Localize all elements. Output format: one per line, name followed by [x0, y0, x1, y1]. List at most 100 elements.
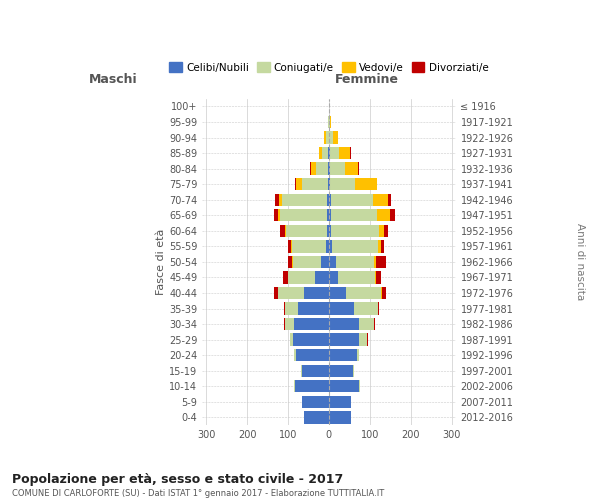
Bar — [330, 116, 331, 128]
Bar — [295, 178, 296, 190]
Text: Femmine: Femmine — [335, 72, 399, 86]
Bar — [293, 256, 320, 268]
Bar — [288, 271, 314, 283]
Bar — [345, 162, 358, 175]
Y-axis label: Fasce di età: Fasce di età — [156, 228, 166, 295]
Bar — [381, 287, 382, 299]
Bar — [329, 209, 331, 222]
Bar — [329, 194, 331, 206]
Bar — [382, 287, 386, 299]
Bar — [373, 194, 388, 206]
Bar — [359, 318, 374, 330]
Bar — [381, 240, 385, 252]
Bar — [274, 209, 278, 222]
Bar — [291, 240, 292, 252]
Bar — [284, 318, 285, 330]
Bar — [285, 224, 286, 237]
Bar — [367, 334, 368, 346]
Bar — [296, 349, 329, 362]
Bar — [304, 411, 329, 424]
Bar — [331, 224, 379, 237]
Bar — [329, 132, 333, 144]
Bar — [320, 256, 329, 268]
Bar — [338, 271, 376, 283]
Bar — [296, 178, 302, 190]
Text: COMUNE DI CARLOFORTE (SU) - Dati ISTAT 1° gennaio 2017 - Elaborazione TUTTITALIA: COMUNE DI CARLOFORTE (SU) - Dati ISTAT 1… — [12, 489, 384, 498]
Bar — [285, 302, 298, 315]
Bar — [302, 396, 329, 408]
Bar — [328, 147, 329, 160]
Bar — [355, 178, 377, 190]
Bar — [278, 209, 280, 222]
Bar — [329, 411, 352, 424]
Bar — [358, 162, 359, 175]
Bar — [359, 334, 367, 346]
Bar — [376, 271, 381, 283]
Bar — [329, 349, 358, 362]
Bar — [280, 209, 327, 222]
Bar — [301, 364, 302, 377]
Bar — [379, 224, 384, 237]
Bar — [278, 287, 304, 299]
Bar — [292, 240, 326, 252]
Bar — [329, 271, 338, 283]
Bar — [358, 349, 359, 362]
Bar — [322, 147, 328, 160]
Bar — [384, 224, 388, 237]
Bar — [326, 240, 329, 252]
Bar — [328, 116, 329, 128]
Bar — [316, 162, 328, 175]
Bar — [278, 194, 282, 206]
Bar — [302, 364, 329, 377]
Bar — [329, 147, 338, 160]
Bar — [325, 132, 326, 144]
Bar — [293, 334, 329, 346]
Bar — [275, 194, 278, 206]
Bar — [298, 302, 329, 315]
Text: Popolazione per età, sesso e stato civile - 2017: Popolazione per età, sesso e stato civil… — [12, 472, 343, 486]
Bar — [329, 240, 332, 252]
Bar — [329, 116, 330, 128]
Bar — [294, 318, 329, 330]
Bar — [329, 334, 359, 346]
Bar — [285, 318, 294, 330]
Bar — [294, 349, 296, 362]
Bar — [346, 287, 381, 299]
Bar — [288, 240, 291, 252]
Bar — [328, 178, 329, 190]
Bar — [290, 334, 293, 346]
Bar — [302, 178, 328, 190]
Bar — [327, 224, 329, 237]
Bar — [314, 271, 329, 283]
Bar — [331, 209, 377, 222]
Bar — [292, 256, 293, 268]
Bar — [329, 318, 359, 330]
Bar — [329, 178, 330, 190]
Bar — [329, 364, 353, 377]
Bar — [326, 132, 329, 144]
Bar — [311, 162, 316, 175]
Bar — [390, 209, 395, 222]
Bar — [310, 162, 311, 175]
Legend: Celibi/Nubili, Coniugati/e, Vedovi/e, Divorziati/e: Celibi/Nubili, Coniugati/e, Vedovi/e, Di… — [165, 58, 493, 77]
Bar — [329, 396, 352, 408]
Bar — [327, 194, 329, 206]
Bar — [329, 162, 345, 175]
Bar — [329, 302, 354, 315]
Bar — [353, 364, 354, 377]
Bar — [359, 380, 361, 392]
Bar — [283, 271, 288, 283]
Bar — [280, 224, 285, 237]
Bar — [274, 287, 278, 299]
Bar — [331, 194, 373, 206]
Bar — [304, 287, 329, 299]
Bar — [332, 240, 378, 252]
Bar — [378, 240, 381, 252]
Bar — [329, 380, 359, 392]
Bar — [378, 302, 379, 315]
Bar — [329, 224, 331, 237]
Bar — [286, 224, 327, 237]
Text: Maschi: Maschi — [89, 72, 137, 86]
Bar — [374, 256, 376, 268]
Bar — [282, 194, 327, 206]
